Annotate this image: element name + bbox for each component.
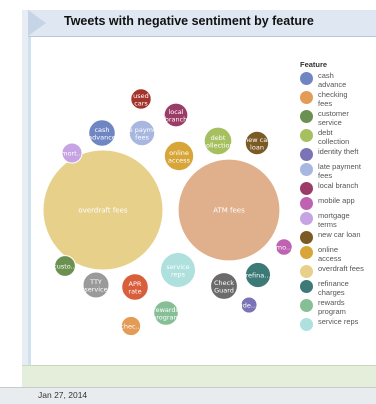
legend-label: checking fees [318,90,348,108]
bubble[interactable] [153,300,179,326]
bubble-label: mo... [276,244,292,252]
legend-label: customer service [318,109,349,127]
legend-item[interactable]: new car loan [300,230,376,244]
legend-label: local branch [318,181,359,190]
bubble[interactable] [54,255,76,277]
legend-label: overdraft fees [318,264,364,273]
legend-swatch [300,72,313,85]
legend-label: rewards program [318,298,346,316]
legend-swatch [300,299,313,312]
bubble[interactable] [130,88,152,110]
bubble[interactable] [203,126,233,156]
collapse-arrow-icon[interactable] [28,10,46,36]
legend-item[interactable]: identity theft [300,147,376,161]
bubble-label: mort... [61,150,83,158]
bubble-label: local branch [165,108,188,124]
legend-swatch [300,197,313,210]
legend-label: online access [318,245,342,263]
legend-label: service reps [318,317,359,326]
bubble[interactable] [61,142,83,164]
bubble[interactable] [120,315,142,337]
legend-swatch [300,148,313,161]
bubble[interactable] [82,271,110,299]
legend-item[interactable]: late payment fees [300,162,376,180]
chart-panel: overdraft fees ATM fees service reps online a… [28,37,376,365]
legend-label: late payment fees [318,162,361,180]
bubble-label: Check Guard [214,279,234,295]
bubble[interactable] [177,158,281,262]
bubble-label: new car loan [244,136,270,152]
legend-swatch [300,280,313,293]
legend-swatch [300,110,313,123]
legend-label: new car loan [318,230,361,239]
bubble-label: APR rate [128,280,142,296]
chart-title: Tweets with negative sentiment by featur… [64,14,314,28]
bubble[interactable] [240,296,258,314]
legend-label: mortgage terms [318,211,350,229]
legend-swatch [300,212,313,225]
legend-item[interactable]: mobile app [300,196,376,210]
bubble[interactable] [275,238,293,256]
legend-item[interactable]: online access [300,245,376,263]
footer-band [22,365,376,388]
bubble[interactable] [121,273,149,301]
bubble[interactable] [128,119,156,147]
legend-swatch [300,163,313,176]
legend: Feature cash advance checking fees customer s… [300,60,376,333]
bubble-label: custo... [53,263,77,271]
legend-item[interactable]: rewards program [300,298,376,316]
bubble[interactable] [244,130,270,156]
legend-item[interactable]: cash advance [300,71,376,89]
legend-swatch [300,318,313,331]
legend-label: mobile app [318,196,355,205]
legend-item[interactable]: local branch [300,181,376,195]
bubble-label: ATM fees [213,207,245,215]
legend-swatch [300,265,313,278]
legend-swatch [300,91,313,104]
bubble-label: cash advance [88,126,116,142]
bubble-label: debt collection [202,134,233,150]
footer-date: Jan 27, 2014 [38,390,88,400]
bubble-chart: overdraft fees ATM fees service reps online a… [42,88,293,337]
bubble-label: refina... [246,272,271,280]
bubble[interactable] [210,272,238,300]
legend-item[interactable]: overdraft fees [300,264,376,278]
bubble-label: late payment fees [120,126,164,142]
bubble[interactable] [88,119,116,147]
bubble-label: chec... [120,323,141,331]
legend-title: Feature [300,60,328,69]
bubble-label: TTY service [84,278,107,294]
legend-label: cash advance [318,71,347,89]
legend-swatch [300,246,313,259]
legend-swatch [300,129,313,142]
bubble[interactable] [160,252,196,288]
legend-label: debt collection [318,128,350,146]
bubble-label: ide... [241,302,257,310]
status-bar [0,387,376,404]
bubble-label: used cars [133,92,149,108]
bubble-label: overdraft fees [78,207,127,215]
legend-item[interactable]: service reps [300,317,376,331]
legend-item[interactable]: debt collection [300,128,376,146]
legend-item[interactable]: checking fees [300,90,376,108]
legend-swatch [300,231,313,244]
bubble-label: rewards program [152,306,180,322]
bubble[interactable] [42,149,164,271]
legend-item[interactable]: customer service [300,109,376,127]
bubble[interactable] [163,102,189,128]
bubble-label: online access [168,149,191,165]
legend-label: refinance charges [318,279,349,297]
legend-item[interactable]: refinance charges [300,279,376,297]
bubble[interactable] [244,261,272,289]
legend-item[interactable]: mortgage terms [300,211,376,229]
chart-tab[interactable] [28,10,376,37]
bubble-label: service reps [166,263,189,279]
legend-swatch [300,182,313,195]
legend-label: identity theft [318,147,359,156]
bubble[interactable] [163,140,195,172]
